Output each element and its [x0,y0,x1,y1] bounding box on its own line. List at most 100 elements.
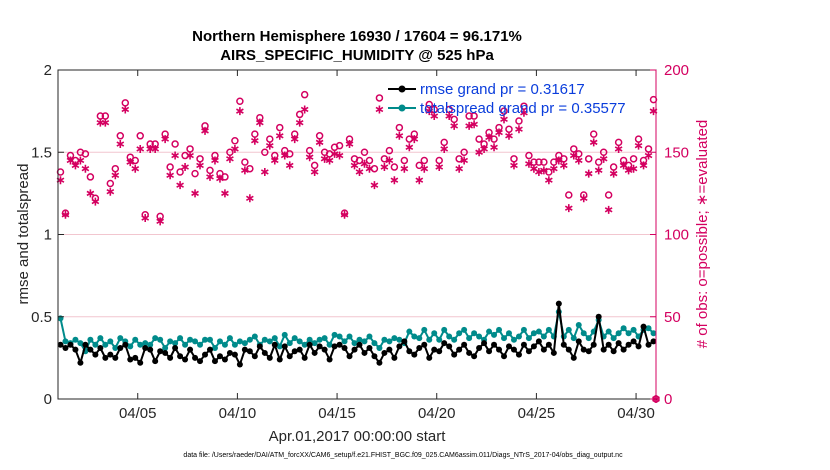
point-obs-evaluated-103 [569,151,578,160]
point-obs-evaluated-7 [91,197,100,206]
point-rmse-62 [366,345,373,351]
point-obs-possible-72 [415,161,424,170]
point-obs-evaluated-111 [609,169,618,178]
x-tick-label-5: 04/30 [617,405,655,422]
point-totalspread-34 [226,335,233,342]
point-rmse-96 [535,338,542,345]
point-obs-evaluated-64 [375,105,384,114]
point-obs-evaluated-9 [101,118,110,127]
point-totalspread-41 [261,336,268,343]
point-obs-evaluated-98 [544,176,553,185]
x-tick-label-1: 04/10 [219,405,257,422]
point-obs-evaluated-74 [425,107,434,116]
series-rmse [57,300,657,368]
point-rmse-32 [216,353,223,360]
point-obs-evaluated-58 [345,140,354,149]
point-totalspread-114 [625,330,632,337]
x-tick-label-4: 04/25 [518,405,556,422]
point-totalspread-118 [645,325,652,332]
point-obs-possible-44 [276,123,284,132]
legend-label-rmse: rmse grand pr = 0.31617 [420,81,585,98]
point-obs-possible-106 [584,155,593,163]
point-rmse-74 [426,354,433,361]
point-rmse-36 [236,361,243,368]
point-rmse-102 [565,346,572,353]
y-left-tick-label-4: 2 [44,62,52,79]
point-rmse-98 [545,341,552,348]
point-rmse-19 [152,358,159,365]
point-obs-evaluated-20 [156,217,165,226]
point-obs-possible-24 [176,168,184,176]
point-rmse-44 [276,356,283,363]
point-obs-evaluated-106 [584,169,593,178]
point-rmse-69 [401,338,408,345]
point-obs-evaluated-48 [295,118,304,127]
point-rmse-107 [590,341,597,348]
point-totalspread-32 [216,338,223,345]
point-rmse-84 [476,345,483,351]
point-obs-evaluated-51 [310,167,319,176]
point-obs-evaluated-6 [86,189,95,198]
point-obs-possible-61 [360,148,369,156]
point-obs-evaluated-13 [121,105,130,114]
point-totalspread-54 [326,341,333,348]
point-obs-possible-12 [116,132,125,140]
point-obs-evaluated-104 [574,156,583,165]
point-totalspread-90 [505,330,512,337]
point-totalspread-104 [575,321,582,328]
point-totalspread-58 [346,333,353,340]
point-obs-evaluated-47 [290,135,299,144]
point-rmse-16 [137,359,144,366]
point-obs-evaluated-62 [365,164,374,173]
point-totalspread-7 [92,341,99,348]
point-obs-evaluated-10 [106,187,115,196]
point-obs-evaluated-3 [71,161,80,170]
point-obs-evaluated-115 [629,164,638,173]
point-totalspread-42 [266,338,273,345]
point-totalspread-18 [147,341,154,348]
point-rmse-83 [471,353,478,360]
point-rmse-94 [525,348,532,355]
point-rmse-38 [246,348,253,355]
y-right-tick-label-3: 150 [664,144,689,161]
point-rmse-24 [177,353,184,360]
point-totalspread-67 [391,335,398,342]
point-obs-evaluated-56 [335,151,344,160]
point-totalspread-24 [177,335,184,342]
point-totalspread-27 [192,338,199,345]
y-right-tick-label-0: 0 [664,391,672,408]
point-obs-possible-102 [565,191,573,199]
point-totalspread-57 [341,338,348,345]
point-rmse-18 [147,346,154,353]
point-obs-evaluated-42 [265,141,274,150]
point-rmse-75 [431,346,438,353]
point-obs-evaluated-30 [206,172,214,181]
point-totalspread-4 [77,340,84,347]
point-rmse-95 [530,343,537,350]
point-obs-possible-36 [236,97,244,105]
point-rmse-82 [466,349,473,356]
point-totalspread-29 [202,336,209,343]
point-obs-evaluated-5 [81,164,90,173]
point-totalspread-96 [535,328,542,335]
point-totalspread-98 [545,326,552,333]
x-tick-label-0: 04/05 [119,405,157,422]
point-obs-evaluated-11 [111,171,120,180]
point-totalspread-9 [102,341,109,348]
point-rmse-56 [336,341,343,348]
point-rmse-46 [286,353,293,360]
point-obs-evaluated-69 [400,164,409,173]
point-totalspread-63 [371,340,378,347]
point-obs-evaluated-63 [370,181,379,190]
point-obs-evaluated-54 [325,156,334,165]
point-obs-possible-22 [166,163,174,171]
point-totalspread-103 [570,335,577,342]
point-rmse-55 [331,343,338,350]
point-obs-possible-23 [171,140,179,148]
point-totalspread-51 [311,340,318,347]
point-rmse-79 [451,351,458,358]
point-totalspread-50 [306,336,313,343]
point-obs-evaluated-66 [385,156,394,165]
point-rmse-12 [117,345,124,351]
point-obs-evaluated-37 [241,166,249,175]
